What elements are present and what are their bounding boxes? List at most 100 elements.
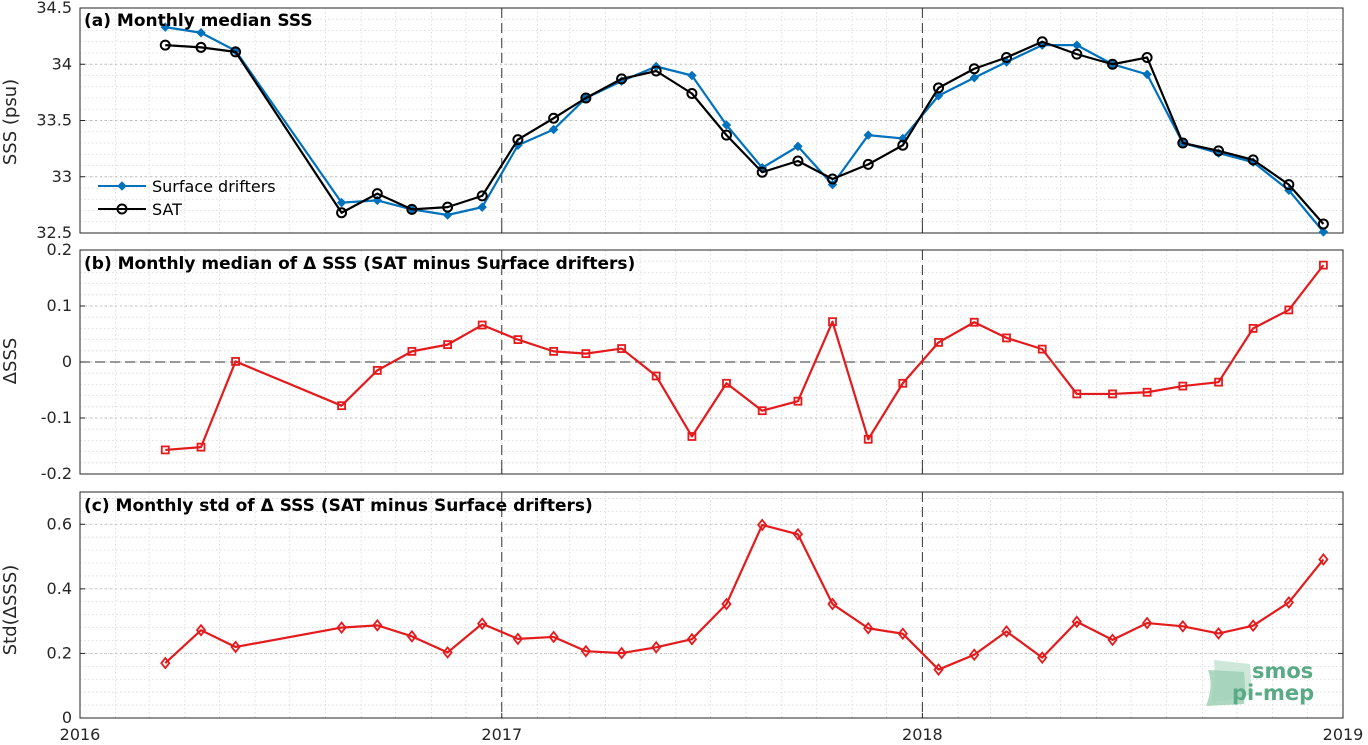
data-point — [1317, 218, 1329, 230]
logo-waves-icon-front — [1206, 670, 1245, 706]
data-point — [862, 158, 874, 170]
data-point — [651, 371, 661, 381]
data-point — [757, 406, 767, 416]
data-point — [442, 201, 454, 213]
data-point — [1214, 377, 1223, 387]
x-tick-label: 2017 — [481, 725, 522, 744]
data-point — [1247, 154, 1259, 166]
data-point — [160, 22, 170, 32]
data-point — [1177, 619, 1188, 633]
data-point — [1283, 179, 1295, 191]
data-point — [1247, 619, 1259, 633]
panel-c-ylabel: Std(ΔSSS) — [0, 565, 21, 656]
data-point — [581, 349, 591, 359]
data-point — [512, 632, 524, 646]
data-point — [196, 28, 206, 38]
data-point — [793, 141, 803, 152]
data-point — [442, 646, 453, 659]
data-point — [969, 648, 980, 662]
data-point — [580, 644, 592, 658]
axes-frame — [79, 491, 1344, 719]
data-point — [897, 139, 909, 151]
data-point — [160, 445, 170, 455]
data-point — [933, 663, 944, 677]
y-tick-label: 33.5 — [36, 111, 72, 130]
plot-area — [80, 492, 1343, 718]
panel-a-title: (a) Monthly median SSS — [84, 11, 313, 31]
data-point — [513, 335, 523, 345]
data-point — [722, 378, 731, 388]
data-point — [969, 73, 979, 83]
data-point — [548, 124, 559, 135]
data-point — [159, 39, 171, 51]
data-point — [195, 41, 207, 53]
panel-a-sss: 32.5 33 33.5 34 34.5 SSS (psu) (a) Monthly m… — [0, 0, 1344, 242]
legend: Surface drifters SAT — [98, 177, 276, 219]
data-point — [616, 73, 628, 85]
series-line — [164, 523, 1325, 671]
logo-line1: smos — [1252, 659, 1313, 683]
data-point — [792, 527, 804, 541]
x-tick-label: 2018 — [902, 725, 943, 744]
y-tick-label: 33 — [52, 167, 72, 186]
data-point — [195, 623, 207, 637]
data-point — [934, 337, 943, 347]
data-point — [1037, 651, 1048, 665]
data-point — [687, 70, 697, 81]
data-point — [1177, 137, 1189, 149]
data-point — [1213, 626, 1224, 640]
data-point — [721, 120, 732, 130]
data-point — [1283, 595, 1294, 609]
data-point — [477, 617, 488, 631]
panel-c-title: (c) Monthly std of Δ SSS (SAT minus Surf… — [84, 496, 593, 516]
data-point — [686, 632, 698, 646]
data-point — [617, 344, 627, 353]
data-point — [443, 340, 453, 350]
series-panel-1 — [160, 260, 1328, 455]
data-point — [1213, 145, 1225, 157]
data-point — [548, 630, 559, 644]
y-tick-label: 0 — [62, 708, 72, 727]
data-point — [336, 207, 348, 219]
data-point — [720, 129, 732, 141]
data-point — [687, 432, 697, 441]
data-point — [933, 91, 944, 101]
data-point — [1318, 553, 1329, 566]
data-point — [933, 82, 945, 94]
y-tick-label: -0.1 — [41, 408, 72, 427]
data-point — [336, 621, 347, 635]
data-point — [863, 130, 873, 140]
panel-a-ylabel: SSS (psu) — [0, 79, 21, 165]
series-line — [165, 40, 1325, 225]
series-line — [165, 26, 1325, 233]
data-point — [969, 317, 979, 327]
data-point — [442, 210, 453, 220]
data-point — [230, 46, 242, 58]
data-point — [1248, 323, 1258, 333]
x-tick-label: 2016 — [60, 725, 101, 744]
data-point — [371, 188, 383, 200]
data-point — [1071, 48, 1083, 60]
data-point — [757, 518, 768, 532]
data-point — [826, 173, 838, 185]
data-point — [230, 640, 241, 654]
data-point — [1107, 633, 1118, 647]
data-point — [548, 112, 560, 124]
data-point — [792, 155, 804, 167]
legend-sat-marker — [116, 203, 128, 215]
y-tick-label: 0.6 — [47, 514, 72, 533]
panel-b-title: (b) Monthly median of Δ SSS (SAT minus S… — [84, 254, 635, 274]
y-tick-label: -0.2 — [41, 464, 72, 483]
data-point — [650, 65, 662, 77]
data-point — [580, 92, 592, 104]
data-point — [1107, 58, 1119, 70]
data-point — [1037, 344, 1047, 354]
data-point — [1142, 69, 1152, 80]
data-point — [1141, 52, 1153, 63]
y-tick-label: 34.5 — [36, 0, 72, 17]
data-point — [1036, 36, 1048, 48]
panel-c-std-delta-sss: 0 0.2 0.4 0.6 2016 2017 2018 2019 Std(ΔSSS) (c)… — [0, 491, 1363, 744]
data-point — [721, 597, 732, 611]
data-point — [863, 621, 874, 635]
